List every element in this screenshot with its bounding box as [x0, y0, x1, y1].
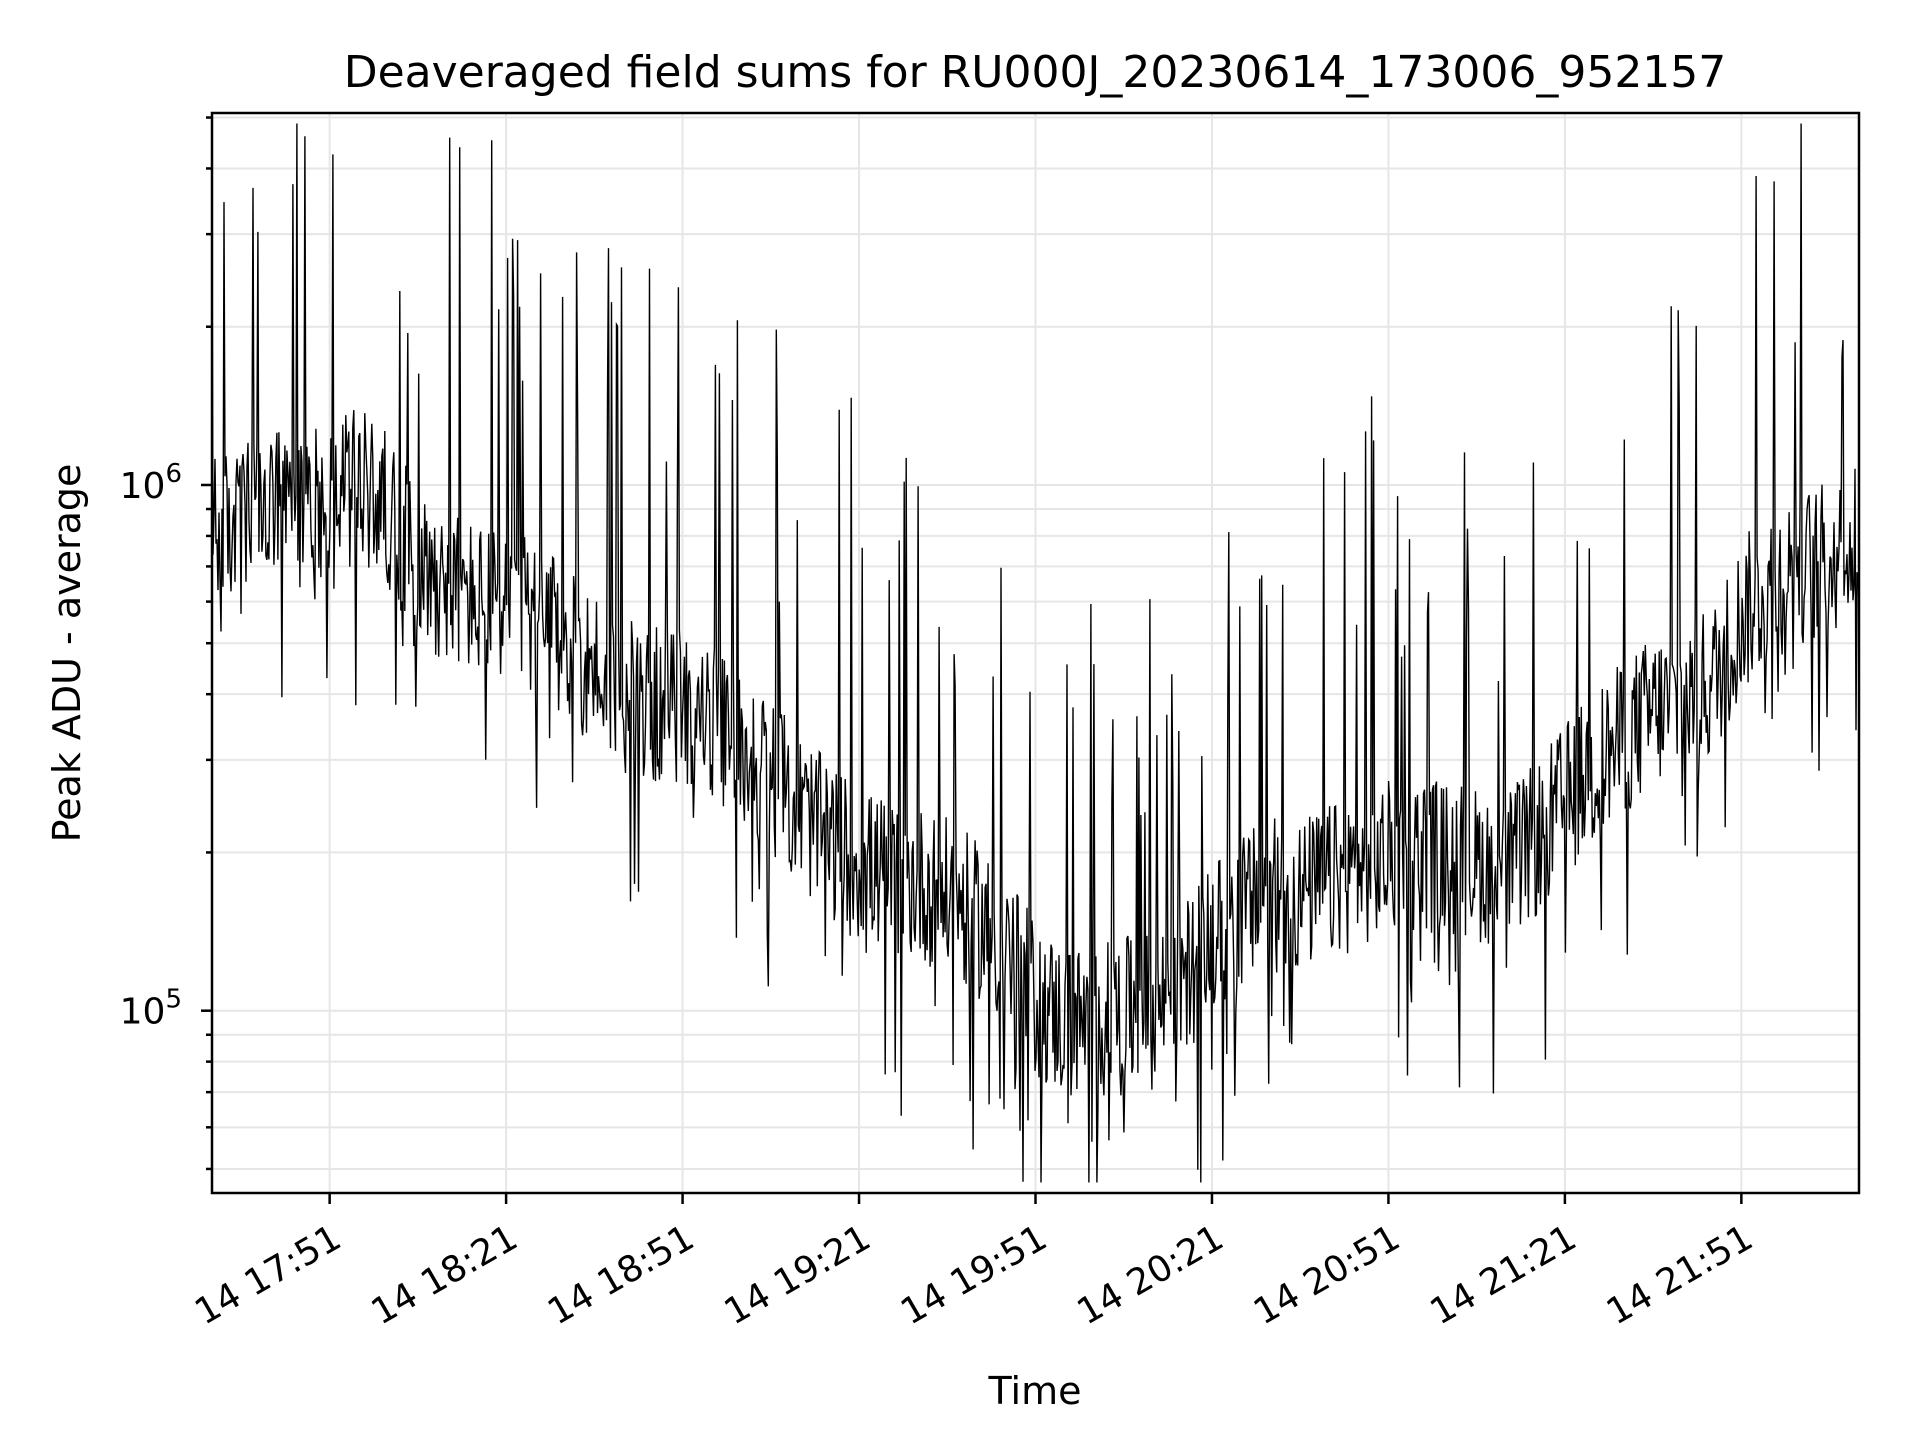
series-line	[211, 123, 1860, 1183]
x-axis-label: Time	[988, 1369, 1082, 1413]
series-layer	[211, 123, 1860, 1183]
y-axis-label: Peak ADU - average	[45, 464, 89, 843]
grid	[212, 113, 1859, 1193]
y-tick-label: 106	[120, 459, 182, 507]
y-tick-label: 105	[120, 985, 182, 1033]
chart-title: Deaveraged field sums for RU000J_2023061…	[344, 47, 1727, 98]
